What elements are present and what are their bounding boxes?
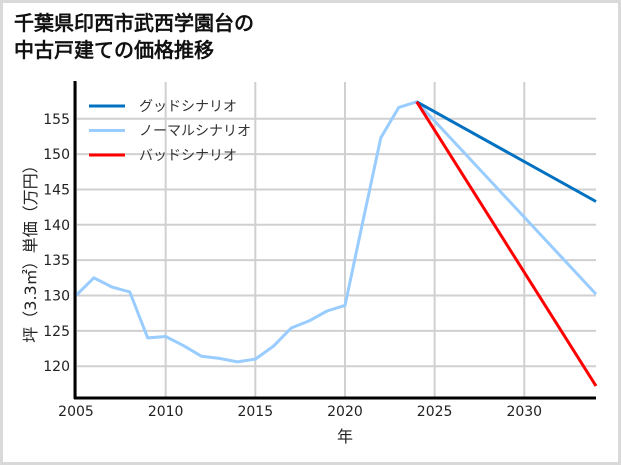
chart-title-line-2: 中古戸建ての価格推移: [14, 38, 214, 62]
legend-label: グッドシナリオ: [139, 99, 237, 115]
x-axis-ticks: 2005 2010 2015 2020 2025 2030: [58, 404, 542, 420]
y-axis-label: 坪（3.3㎡）単価（万円）: [21, 157, 40, 342]
x-tick-label: 2015: [237, 404, 273, 420]
y-tick-label: 140: [43, 218, 70, 234]
y-tick-label: 145: [43, 182, 70, 198]
chart-title-line-1: 千葉県印西市武西学園台の: [14, 11, 254, 35]
axes: [73, 81, 596, 400]
x-tick-label: 2010: [148, 404, 184, 420]
x-tick-label: 2030: [506, 404, 542, 420]
x-tick-label: 2025: [417, 404, 453, 420]
data-series: [74, 100, 598, 387]
chart-title: 千葉県印西市武西学園台の 中古戸建ての価格推移: [14, 10, 254, 64]
series-line: [415, 100, 598, 387]
legend-label: バッドシナリオ: [139, 148, 237, 164]
y-tick-label: 130: [43, 288, 70, 304]
x-tick-label: 2005: [58, 404, 94, 420]
x-tick-label: 2020: [327, 404, 363, 420]
y-tick-label: 155: [43, 112, 70, 128]
y-tick-label: 150: [43, 147, 70, 163]
x-axis-label: 年: [337, 427, 353, 446]
series-line: [74, 100, 598, 364]
y-axis-ticks: 120 125 130 135 140 145 150 155: [43, 112, 70, 375]
y-tick-label: 125: [43, 324, 70, 340]
y-tick-label: 120: [43, 359, 70, 375]
y-tick-label: 135: [43, 253, 70, 269]
legend-label: ノーマルシナリオ: [139, 124, 251, 140]
series-line: [415, 100, 597, 203]
